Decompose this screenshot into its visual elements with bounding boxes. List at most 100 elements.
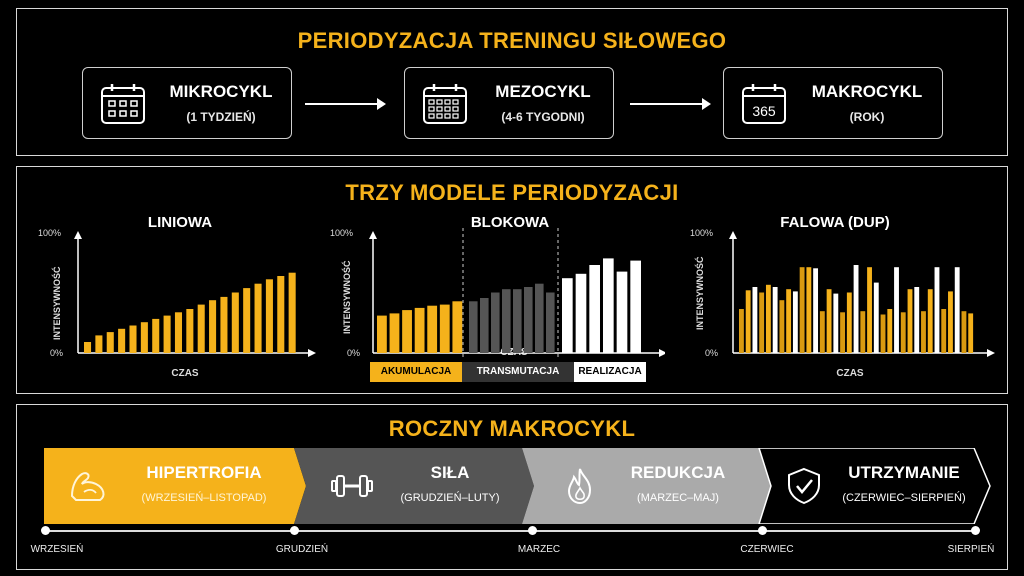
phase-shape-hypertrophy (44, 448, 306, 524)
timeline-dot (528, 526, 537, 535)
timeline-dot (758, 526, 767, 535)
bar (873, 282, 879, 353)
mesocycle-name: MEZOCYKL (495, 82, 591, 101)
bar (491, 292, 500, 353)
shield-check-icon (788, 467, 820, 505)
calendar-365-icon: 365 (742, 84, 786, 124)
bar (562, 278, 573, 353)
bar (833, 293, 839, 353)
bar (900, 312, 906, 353)
bar (231, 292, 239, 353)
macrocycle-name: MAKROCYKL (811, 82, 923, 101)
bar (786, 289, 792, 353)
linear-chart (74, 231, 316, 357)
bar (220, 296, 228, 353)
y-axis-title: INTENSYWNOŚĆ (695, 256, 705, 330)
bar (806, 267, 812, 353)
microcycle-duration: (1 TYDZIEŃ) (186, 110, 256, 124)
bar (546, 292, 555, 353)
bar (254, 283, 262, 353)
timeline-dot (290, 526, 299, 535)
bar (934, 267, 940, 353)
microcycle-name: MIKROCYKL (169, 82, 273, 101)
bar (575, 273, 587, 353)
bar (186, 309, 194, 353)
y-axis-arrow (74, 231, 82, 239)
bar (277, 276, 285, 353)
timeline-dot (971, 526, 980, 535)
flexed-arm-icon (70, 472, 105, 501)
bar (616, 271, 628, 353)
bar (163, 315, 171, 353)
dumbbell-icon (331, 475, 373, 497)
bar (921, 311, 926, 353)
bar (846, 292, 852, 353)
x-axis-arrow (659, 349, 665, 357)
bar (209, 300, 217, 353)
bar (914, 287, 920, 353)
macrocycle-card: 365 MAKROCYKL (ROK) (723, 67, 943, 139)
bar (867, 267, 872, 353)
bar (948, 291, 953, 353)
y-axis-title: INTENSYWNOŚĆ (52, 266, 62, 340)
bar (140, 322, 148, 353)
macrocycle-duration: (ROK) (849, 110, 885, 124)
bar (887, 309, 893, 353)
phase-name: SIŁA (430, 463, 470, 482)
bar (414, 307, 425, 353)
bar (197, 304, 205, 353)
bar (907, 289, 913, 353)
phase-label-transmutation: TRANSMUTACJA (462, 362, 574, 382)
chart-title-linear: LINIOWA (147, 214, 213, 231)
timeline-label-march: MARZEC (517, 544, 561, 555)
bar (813, 268, 819, 353)
y-axis-arrow (369, 231, 377, 239)
calendar-365-text: 365 (752, 103, 776, 119)
phase-months: (MARZEC–MAJ) (637, 492, 719, 504)
bar (106, 332, 114, 353)
timeline-dot (41, 526, 50, 535)
bar (927, 289, 933, 353)
mesocycle-duration: (4-6 TYGODNI) (501, 110, 585, 124)
phase-strength: SIŁA (GRUDZIEŃ–LUTY) (300, 448, 530, 524)
bar (389, 313, 400, 353)
bar (513, 289, 522, 353)
phase-months: (WRZESIEŃ–LISTOPAD) (141, 492, 267, 504)
phase-shape-maintenance (758, 448, 991, 524)
bar (630, 260, 641, 353)
bar (118, 328, 126, 353)
phase-name: REDUKCJA (630, 463, 726, 482)
arrow-right-icon (630, 98, 711, 110)
chart-title-block: BLOKOWA (470, 214, 550, 231)
bar (961, 311, 967, 353)
bar (288, 272, 296, 353)
models-title: TRZY MODELE PERIODYZACJI (345, 180, 679, 205)
bar (377, 315, 387, 353)
bar (894, 267, 899, 353)
bar (129, 325, 137, 353)
block-chart (369, 228, 665, 360)
flame-icon (567, 468, 592, 505)
bar (799, 267, 805, 353)
phase-label-accumulation: AKUMULACJA (370, 362, 462, 382)
chart-title-undulating: FALOWA (DUP) (780, 214, 890, 231)
timeline-label-september: WRZESIEŃ (30, 544, 84, 555)
phase-reduction: REDUKCJA (MARZEC–MAJ) (530, 448, 766, 524)
phase-shape-strength (294, 448, 534, 524)
y-tick-bottom: 0% (50, 348, 64, 358)
bar (502, 289, 511, 353)
phase-maintenance: UTRZYMANIE (CZERWIEC–SIERPIEŃ) (764, 448, 990, 524)
bar (968, 313, 974, 353)
mesocycle-card: MEZOCYKL (4-6 TYGODNI) (404, 67, 614, 139)
bar (402, 310, 412, 353)
x-axis-title: CZAS (836, 368, 864, 379)
bar (752, 287, 758, 353)
bar (819, 311, 825, 353)
bar (469, 301, 478, 353)
bar (427, 305, 438, 353)
bar (860, 311, 866, 353)
bar (243, 288, 251, 353)
bar (480, 298, 489, 353)
page-title: PERIODYZACJA TRENINGU SIŁOWEGO (297, 28, 727, 53)
bar (524, 287, 533, 353)
